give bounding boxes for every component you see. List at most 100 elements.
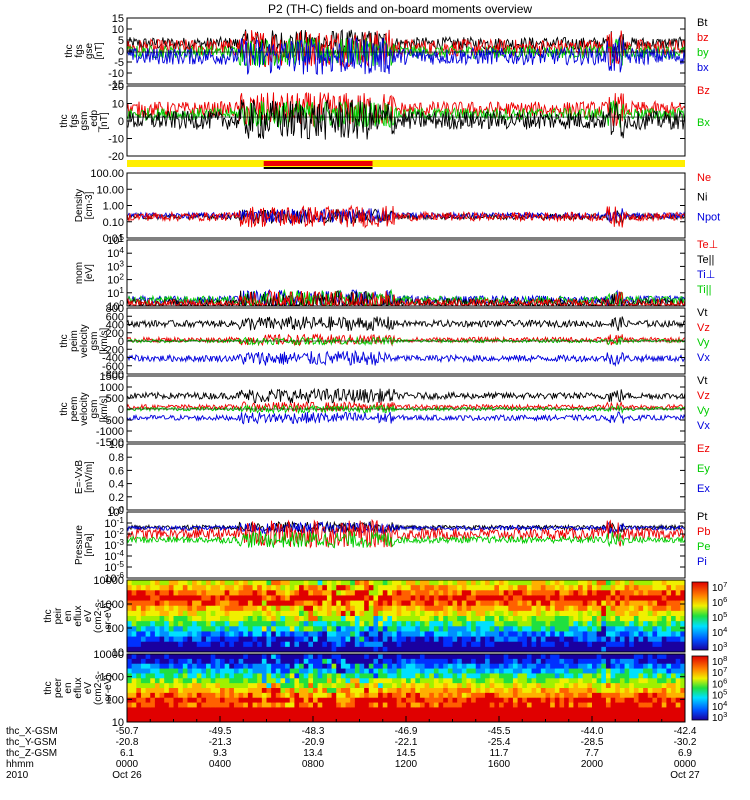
spectrogram-cell [578, 702, 584, 708]
spectrogram-cell [387, 595, 393, 602]
spectrogram-cell [229, 595, 235, 602]
spectrogram-cell [336, 678, 342, 684]
spectrogram-cell [666, 673, 672, 679]
spectrogram-cell [489, 688, 495, 694]
spectrogram-cell [522, 697, 528, 704]
spectrogram-cell [633, 688, 639, 694]
spectrogram-cell [619, 668, 626, 674]
spectrogram-cell [359, 712, 365, 718]
spectrogram-cell [331, 616, 337, 622]
spectrogram-cell [257, 663, 263, 670]
spectrogram-cell [424, 697, 430, 704]
spectrogram-cell [638, 590, 644, 596]
spectrogram-cell [359, 688, 365, 694]
spectrogram-cell [638, 600, 644, 607]
spectrogram-cell [652, 702, 658, 708]
spectrogram-cell [471, 636, 477, 643]
spectrogram-cell [680, 678, 686, 684]
spectrogram-cell [224, 654, 230, 660]
spectrogram-cell [531, 636, 537, 643]
spectrogram-cell [224, 668, 230, 674]
spectrogram-cell [164, 600, 170, 607]
spectrogram-cell [508, 631, 514, 638]
spectrogram-cell [280, 683, 286, 689]
spectrogram-cell [271, 590, 277, 596]
spectrogram-cell [201, 697, 207, 704]
spectrogram-cell [354, 697, 360, 704]
spectrogram-cell [140, 631, 147, 638]
spectrogram-cell [294, 595, 300, 602]
spectrogram-cell [433, 636, 440, 643]
spectrogram-cell [424, 621, 430, 627]
spectrogram-cell [457, 590, 463, 596]
spectrogram-cell [322, 692, 328, 699]
spectrogram-cell [596, 595, 602, 602]
spectrogram-cell [299, 712, 305, 718]
spectrogram-cell [368, 692, 374, 699]
spectrogram-cell [461, 590, 467, 596]
spectrogram-cell [610, 692, 616, 699]
spectrogram-cell [285, 590, 291, 596]
spectrogram-cell [424, 580, 430, 586]
spectrogram-cell [582, 600, 588, 607]
spectrogram-cell [261, 605, 267, 612]
spectrogram-cell [485, 595, 491, 602]
spectrogram-cell [201, 658, 207, 665]
spectrogram-cell [536, 646, 542, 653]
spectrogram-cell [210, 683, 216, 689]
spectrogram-cell [285, 668, 291, 674]
spectrogram-cell [443, 658, 449, 665]
spectrogram-cell [615, 646, 621, 653]
spectrogram-cell [536, 654, 542, 660]
spectrogram-cell [210, 641, 216, 648]
spectrogram-cell [210, 702, 216, 708]
spectrogram-cell [643, 621, 649, 627]
spectrogram-cell [396, 600, 402, 607]
spectrogram-cell [136, 616, 142, 622]
spectrogram-cell [326, 673, 333, 679]
spectrogram-cell [619, 688, 626, 694]
spectrogram-cell [233, 692, 240, 699]
spectrogram-cell [596, 688, 602, 694]
spectrogram-cell [182, 621, 188, 627]
spectrogram-cell [661, 673, 667, 679]
spectrogram-cell [313, 668, 319, 674]
spectrogram-cell [540, 683, 546, 689]
spectrogram-cell [317, 636, 323, 643]
spectrogram-cell [517, 636, 523, 643]
spectrogram-cell [373, 605, 379, 612]
series-line-Ne [126, 204, 686, 229]
spectrogram-cell [526, 697, 533, 704]
spectrogram-cell [415, 636, 421, 643]
spectrogram-cell [345, 605, 351, 612]
spectrogram-cell [243, 595, 249, 602]
spectrogram-cell [261, 646, 267, 653]
spectrogram-cell [485, 621, 491, 627]
spectrogram-cell [238, 654, 244, 660]
spectrogram-cell [564, 641, 570, 648]
spectrogram-cell [499, 688, 505, 694]
spectrogram-cell [415, 585, 421, 591]
spectrogram-cell [657, 621, 663, 627]
spectrogram-cell [624, 707, 630, 713]
spectrogram-cell [675, 595, 681, 602]
spectrogram-cell [638, 621, 644, 627]
spectrogram-cell [452, 654, 458, 660]
spectrogram-cell [322, 678, 328, 684]
spectrogram-cell [499, 668, 505, 674]
spectrogram-cell [159, 610, 165, 617]
spectrogram-cell [173, 678, 179, 684]
spectrogram-cell [503, 707, 509, 713]
spectrogram-cell [643, 697, 649, 704]
spectrogram-cell [336, 683, 342, 689]
spectrogram-cell [136, 668, 142, 674]
spectrogram-cell [192, 707, 198, 713]
spectrogram-cell [508, 697, 514, 704]
spectrogram-cell [657, 658, 663, 665]
spectrogram-cell [127, 688, 133, 694]
spectrogram-cell [201, 580, 207, 586]
spectrogram-cell [471, 707, 477, 713]
spectrogram-cell [419, 663, 426, 670]
spectrogram-cell [396, 605, 402, 612]
